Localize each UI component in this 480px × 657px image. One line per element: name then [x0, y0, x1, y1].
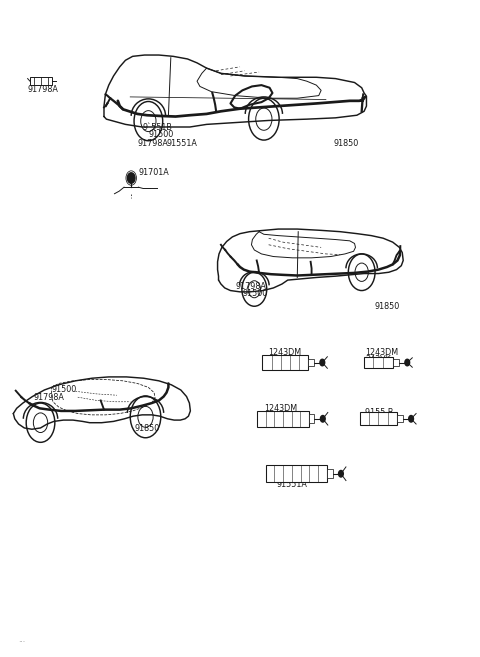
Bar — [30, 78, 52, 85]
Bar — [393, 359, 399, 366]
Polygon shape — [13, 377, 191, 429]
Text: 1243VK: 1243VK — [269, 355, 300, 364]
Text: 243VK: 243VK — [365, 355, 391, 364]
Circle shape — [338, 470, 343, 477]
Text: 91850: 91850 — [374, 302, 400, 311]
Text: 91798A: 91798A — [28, 85, 59, 94]
Text: 1243DM: 1243DM — [264, 404, 297, 413]
Text: 9ˋ551B: 9ˋ551B — [142, 123, 172, 132]
Polygon shape — [104, 55, 366, 127]
Circle shape — [127, 173, 135, 183]
Circle shape — [321, 415, 325, 422]
Text: ...: ... — [18, 635, 25, 644]
Text: 91500: 91500 — [148, 130, 174, 139]
Text: 91701A: 91701A — [138, 168, 169, 177]
Text: 91551A: 91551A — [276, 480, 307, 489]
Text: 91551A: 91551A — [166, 139, 197, 148]
Bar — [309, 415, 314, 423]
Bar — [364, 357, 393, 369]
Bar — [360, 412, 397, 425]
Circle shape — [405, 359, 409, 366]
Polygon shape — [217, 229, 403, 292]
Bar — [308, 359, 314, 367]
Bar — [327, 469, 333, 478]
Bar — [266, 465, 327, 482]
Text: 9155 B: 9155 B — [365, 408, 394, 417]
Text: 1243DK: 1243DK — [264, 411, 295, 420]
Text: 91500: 91500 — [242, 289, 268, 298]
Text: 91798A: 91798A — [34, 394, 65, 402]
Bar — [397, 415, 403, 422]
Bar — [257, 411, 309, 426]
Circle shape — [320, 359, 324, 366]
Text: 91850: 91850 — [134, 424, 159, 433]
Circle shape — [408, 415, 413, 422]
Text: 91850: 91850 — [333, 139, 358, 148]
Bar — [263, 355, 308, 370]
Text: 91500: 91500 — [51, 386, 77, 394]
Text: 1243DM: 1243DM — [269, 348, 302, 357]
Text: 91798A: 91798A — [235, 282, 266, 291]
Text: 1243DM: 1243DM — [365, 348, 398, 357]
Text: 91798A: 91798A — [137, 139, 168, 148]
